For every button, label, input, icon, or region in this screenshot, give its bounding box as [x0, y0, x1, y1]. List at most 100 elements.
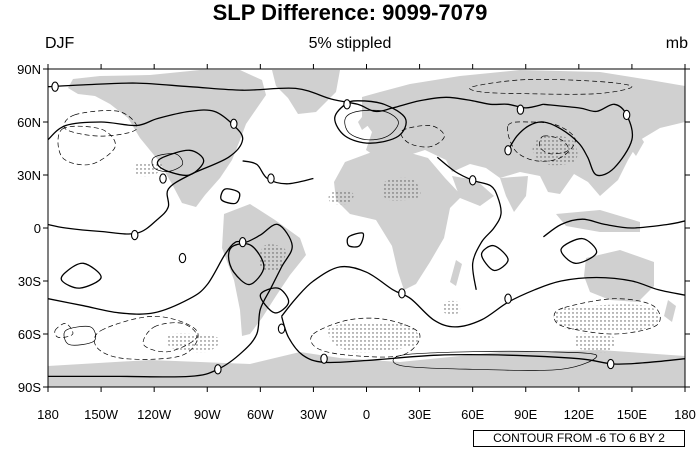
stipple-region [166, 333, 220, 353]
lat-tick-label: 0 [34, 221, 41, 236]
negative-contour [539, 135, 569, 155]
zero-contour-line [280, 316, 685, 365]
zero-contour-label [178, 252, 187, 264]
zero-contour-label [504, 145, 512, 156]
lon-tick-label: 150W [84, 407, 119, 422]
longitude-labels: 180 150W 120W 90W 60W 30W 0 30E 60E 90E 120E 150E 18… [37, 407, 696, 422]
landmass-antarctica [48, 350, 685, 387]
negative-contour [54, 323, 74, 338]
landmass-japan [630, 136, 644, 156]
lon-tick-label: 60W [247, 407, 274, 422]
zero-contour-label [504, 293, 512, 304]
contour-layer [48, 78, 685, 378]
landmass-australia [584, 250, 654, 302]
axis-ticks [43, 64, 690, 392]
zero-contour-closed [259, 287, 290, 314]
zero-contour-label [267, 173, 275, 184]
zero-contour-label [230, 118, 238, 129]
negative-contour [469, 78, 633, 95]
negative-contour [400, 125, 445, 148]
zero-contour-label [398, 288, 406, 299]
significance-note: 5% stippled [308, 35, 392, 52]
zero-contour-label [343, 99, 351, 110]
lon-tick-label: 30W [300, 407, 327, 422]
contour-info-label: CONTOUR FROM -6 TO 6 BY 2 [473, 430, 685, 447]
zero-contour-line [507, 103, 634, 177]
negative-contour [57, 125, 116, 166]
map-title: SLP Difference: 9099-7079 [212, 0, 488, 25]
lon-tick-label: 120E [564, 407, 595, 422]
lon-tick-label: 120W [137, 407, 172, 422]
lon-tick-label: 90E [514, 407, 537, 422]
negative-contour [93, 315, 199, 360]
negative-contour [553, 298, 661, 335]
lon-tick-label: 30E [408, 407, 431, 422]
zero-contour-closed [560, 237, 598, 264]
lat-tick-label: 30N [17, 168, 41, 183]
units-label: mb [665, 35, 688, 52]
positive-contour [151, 153, 184, 172]
stipple-region [133, 163, 163, 177]
landmass-british-isles [358, 112, 370, 130]
positive-contour [392, 350, 598, 371]
zero-contour-labels [51, 81, 631, 375]
lon-tick-label: 180 [37, 407, 59, 422]
landmass-india [500, 176, 528, 212]
landmass-eurasia [362, 70, 685, 196]
zero-contour-label [130, 229, 139, 241]
zero-contour-label [277, 323, 286, 334]
stipple-region [328, 191, 354, 205]
lon-tick-label: 180 [674, 407, 696, 422]
landmass-africa [334, 150, 462, 290]
zero-contour-closed [60, 262, 102, 289]
latitude-labels: 90N 60N 30N 0 30S 60S 90S [17, 62, 41, 395]
zero-contour-label [516, 104, 525, 115]
stipple-region [328, 321, 420, 353]
zero-contour-closed [227, 242, 265, 286]
stipple-region [532, 135, 578, 166]
positive-contour [344, 109, 399, 141]
zero-contour-closed [346, 232, 365, 248]
negative-contour [507, 121, 576, 162]
lat-tick-label: 30S [18, 274, 41, 289]
zero-contour-label [468, 175, 477, 186]
negative-contour [142, 322, 198, 353]
lon-tick-label: 150E [617, 407, 648, 422]
landmass-new-zealand [664, 300, 676, 322]
zero-contour-label [238, 236, 247, 248]
lat-tick-label: 90S [18, 380, 41, 395]
lon-tick-label: 0 [363, 407, 370, 422]
zero-contour-closed [480, 245, 509, 272]
zero-contour-label [159, 173, 167, 184]
zero-contour-closed [220, 188, 241, 205]
lat-tick-label: 90N [17, 62, 41, 77]
zero-contour-line [436, 156, 502, 290]
zero-contour-label [320, 353, 328, 364]
landmass-madagascar [450, 260, 462, 286]
stipple-region [382, 177, 421, 201]
negative-contour [63, 110, 138, 137]
stipple-layer [133, 135, 659, 353]
landmass-north-america [68, 70, 266, 207]
lat-tick-label: 60N [17, 115, 41, 130]
landmass-south-america [222, 204, 306, 336]
landmass-greenland [272, 70, 340, 114]
stipple-region [553, 304, 659, 331]
landmass-arabia [452, 176, 494, 206]
lat-tick-label: 60S [18, 327, 41, 342]
season-label: DJF [45, 35, 75, 52]
zero-contour-label [622, 109, 631, 121]
zero-contour-label [51, 81, 59, 92]
negative-contour [310, 317, 421, 358]
zero-contour-line [281, 265, 685, 328]
land-layer [48, 70, 685, 387]
stipple-region [574, 333, 616, 353]
zero-contour-label [606, 358, 615, 370]
zero-contour-closed [334, 100, 407, 144]
zero-contour-closed [156, 149, 205, 177]
zero-contour-line [48, 82, 544, 113]
lon-tick-label: 60E [461, 407, 484, 422]
zero-contour-label [214, 364, 222, 375]
stipple-region [442, 300, 461, 315]
